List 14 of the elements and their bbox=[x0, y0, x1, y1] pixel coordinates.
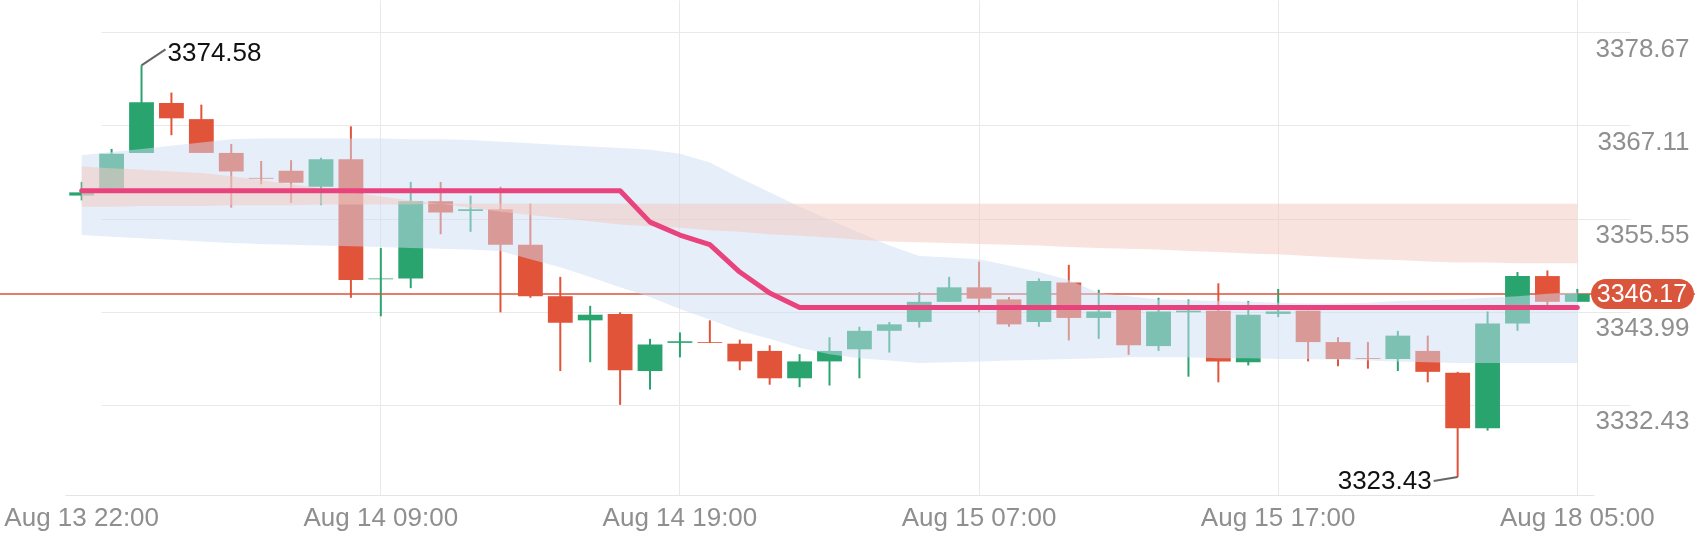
x-tick-label: Aug 14 09:00 bbox=[303, 501, 459, 532]
annotation: 3374.58 bbox=[167, 37, 262, 68]
x-tick-label: Aug 14 19:00 bbox=[602, 501, 758, 532]
y-tick-label: 3343.99 bbox=[1595, 312, 1690, 343]
y-tick-label: 3332.43 bbox=[1595, 405, 1690, 436]
x-tick-label: Aug 15 17:00 bbox=[1200, 501, 1356, 532]
x-tick-label: Aug 13 22:00 bbox=[4, 501, 160, 532]
y-tick-label: 3355.55 bbox=[1595, 219, 1690, 250]
y-tick-label: 3378.67 bbox=[1595, 32, 1690, 63]
ref-line-label: 3346.17 bbox=[1596, 279, 1688, 308]
annotation: 3323.43 bbox=[1337, 465, 1432, 496]
y-tick-label: 3367.11 bbox=[1597, 125, 1690, 156]
x-tick-label: Aug 18 05:00 bbox=[1499, 501, 1655, 532]
x-tick-label: Aug 15 07:00 bbox=[901, 501, 1057, 532]
